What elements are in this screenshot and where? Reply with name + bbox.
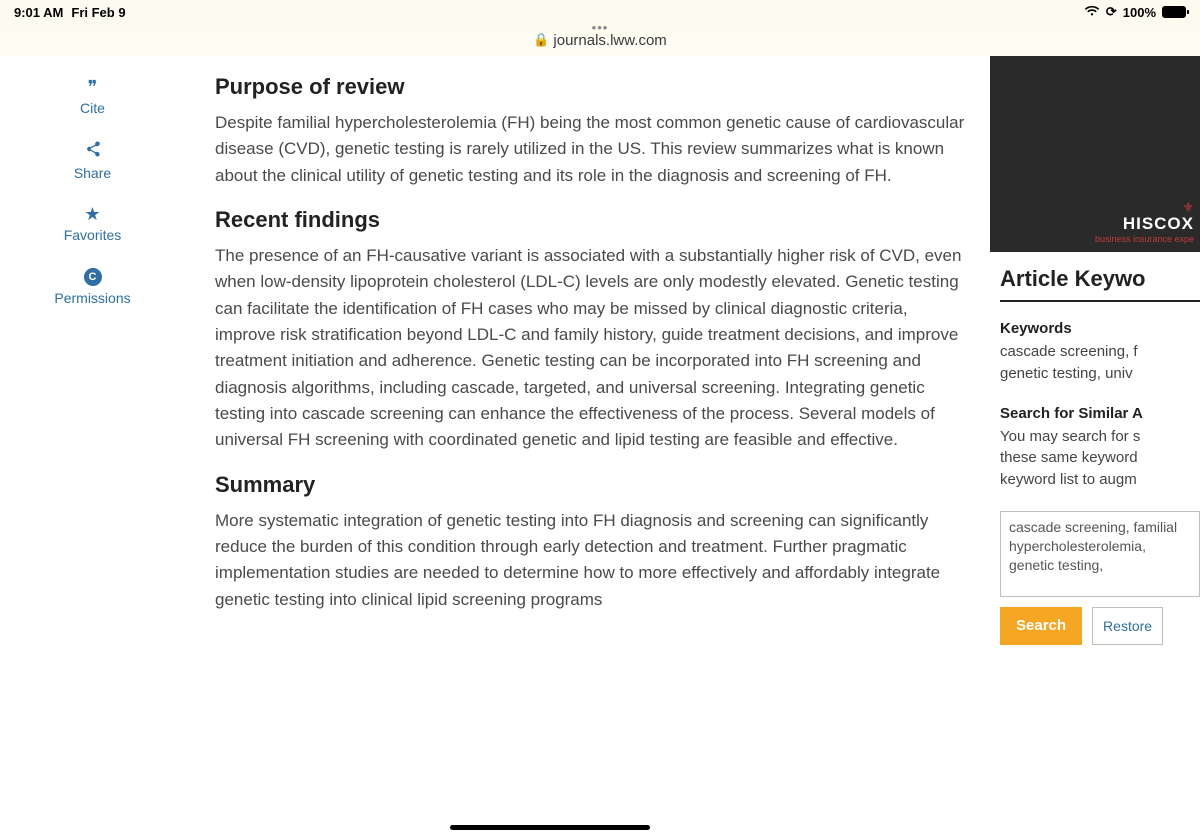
right-rail: ⚜ HISCOX business insurance expe Article…: [990, 56, 1200, 834]
keyword-search-box[interactable]: cascade screening, familial hypercholest…: [1000, 511, 1200, 597]
section-paragraph: More systematic integration of genetic t…: [215, 508, 966, 613]
browser-address-bar[interactable]: ••• 🔒 journals.lww.com: [0, 24, 1200, 56]
sidebar-item-share[interactable]: Share: [0, 130, 185, 195]
section-paragraph: Despite familial hypercholesterolemia (F…: [215, 110, 966, 189]
sidebar-item-label: Cite: [4, 100, 181, 116]
sidebar-item-label: Share: [4, 165, 181, 181]
section-paragraph: The presence of an FH-causative variant …: [215, 243, 966, 454]
sidebar-item-label: Favorites: [4, 227, 181, 243]
section-heading: Purpose of review: [215, 74, 966, 100]
sidebar-item-label: Permissions: [4, 290, 181, 306]
wifi-icon: [1084, 5, 1100, 20]
sidebar-item-favorites[interactable]: ★ Favorites: [0, 195, 185, 257]
lock-icon: 🔒: [533, 32, 549, 48]
orientation-lock-icon: ⟳: [1106, 4, 1117, 20]
sidebar-item-permissions[interactable]: C Permissions: [0, 257, 185, 320]
battery-percent: 100%: [1123, 5, 1156, 20]
article-body: Purpose of review Despite familial hyper…: [185, 56, 990, 834]
copyright-icon: C: [84, 268, 102, 286]
keywords-text: cascade screening, f genetic testing, un…: [1000, 341, 1200, 385]
status-time: 9:01 AM: [14, 5, 63, 20]
battery-icon: [1162, 6, 1186, 18]
ad-brand-name: HISCOX: [1095, 214, 1194, 234]
similar-articles-text: You may search for s these same keyword …: [1000, 426, 1200, 491]
share-icon: [4, 140, 181, 161]
ios-home-indicator[interactable]: [450, 825, 650, 830]
status-date: Fri Feb 9: [71, 5, 125, 20]
browser-host: journals.lww.com: [553, 32, 666, 49]
similar-articles-label: Search for Similar A: [1000, 405, 1200, 422]
rail-heading: Article Keywo: [1000, 266, 1200, 302]
browser-dots-icon: •••: [592, 20, 609, 35]
fleur-de-lis-icon: ⚜: [1095, 201, 1194, 214]
restore-button[interactable]: Restore: [1092, 607, 1163, 645]
article-actions-sidebar: ❞ Cite Share ★ Favorites C Permissions: [0, 56, 185, 834]
search-button[interactable]: Search: [1000, 607, 1082, 645]
section-heading: Summary: [215, 472, 966, 498]
quote-icon: ❞: [4, 78, 181, 96]
keywords-label: Keywords: [1000, 320, 1200, 337]
sidebar-item-cite[interactable]: ❞ Cite: [0, 68, 185, 130]
star-icon: ★: [4, 205, 181, 223]
ad-tagline: business insurance expe: [1095, 234, 1194, 244]
section-heading: Recent findings: [215, 207, 966, 233]
advertisement[interactable]: ⚜ HISCOX business insurance expe: [990, 56, 1200, 252]
